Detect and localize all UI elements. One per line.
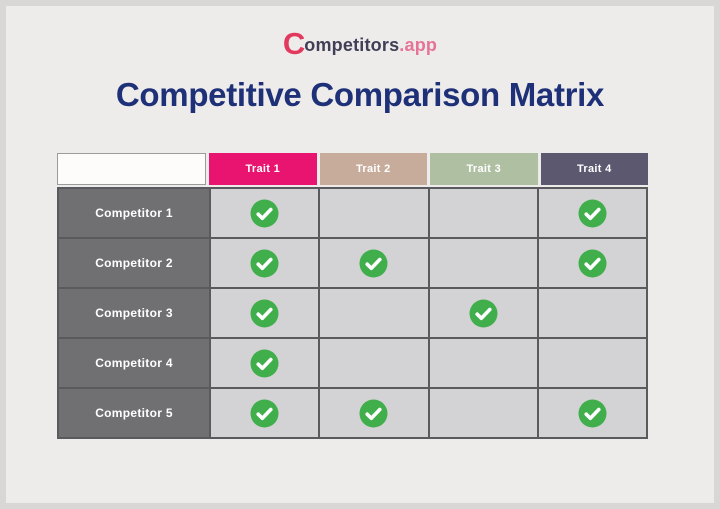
matrix-cell-r5-c4	[538, 389, 646, 437]
column-header-trait-1: Trait 1	[209, 153, 317, 185]
checkmark-icon	[469, 299, 498, 327]
matrix-cell-r3-c4	[538, 289, 646, 337]
row-label-competitor-1: Competitor 1	[59, 189, 209, 237]
checkmark-icon	[250, 199, 279, 227]
comparison-matrix: Trait 1 Trait 2 Trait 3 Trait 4 Competitor …	[57, 153, 648, 439]
column-header-trait-2: Trait 2	[319, 153, 427, 185]
row-label-competitor-4: Competitor 4	[59, 339, 209, 387]
brand-c-mark-icon: C	[282, 26, 305, 61]
matrix-cell-r3-c2	[320, 289, 428, 337]
matrix-cell-r4-c3	[429, 339, 537, 387]
checkmark-icon	[359, 249, 388, 277]
brand-suffix: .app	[399, 35, 438, 55]
checkmark-icon	[250, 349, 279, 377]
matrix-body: Competitor 1 Competitor 2 Competitor 3 Comp…	[57, 187, 648, 439]
matrix-cell-r2-c4	[538, 239, 646, 287]
matrix-cell-r4-c1	[211, 339, 319, 387]
brand-name: ompetitors	[304, 35, 400, 55]
matrix-cell-r4-c2	[320, 339, 428, 387]
checkmark-icon	[578, 249, 607, 277]
matrix-cell-r2-c3	[429, 239, 537, 287]
matrix-cell-r4-c4	[538, 339, 646, 387]
page-title: Competitive Comparison Matrix	[115, 76, 605, 113]
slide-background: Competitors.app Competitive Comparison M…	[6, 6, 714, 503]
matrix-cell-r1-c3	[429, 189, 537, 237]
matrix-cell-r5-c1	[211, 389, 319, 437]
checkmark-icon	[250, 299, 279, 327]
matrix-cell-r1-c4	[538, 189, 646, 237]
matrix-cell-r3-c1	[211, 289, 319, 337]
matrix-cell-r2-c1	[211, 239, 319, 287]
matrix-cell-r5-c3	[429, 389, 537, 437]
checkmark-icon	[578, 399, 607, 427]
matrix-cell-r5-c2	[320, 389, 428, 437]
checkmark-icon	[250, 249, 279, 277]
column-header-trait-3: Trait 3	[430, 153, 538, 185]
row-label-competitor-2: Competitor 2	[59, 239, 209, 287]
checkmark-icon	[359, 399, 388, 427]
matrix-cell-r1-c2	[320, 189, 428, 237]
matrix-cell-r3-c3	[429, 289, 537, 337]
row-label-competitor-3: Competitor 3	[59, 289, 209, 337]
matrix-corner-cell	[57, 153, 206, 185]
brand-logo: Competitors.app	[6, 26, 714, 62]
checkmark-icon	[250, 399, 279, 427]
checkmark-icon	[578, 199, 607, 227]
matrix-cell-r2-c2	[320, 239, 428, 287]
matrix-header-row: Trait 1 Trait 2 Trait 3 Trait 4	[57, 153, 648, 185]
row-label-competitor-5: Competitor 5	[59, 389, 209, 437]
matrix-cell-r1-c1	[211, 189, 319, 237]
column-header-trait-4: Trait 4	[540, 153, 648, 185]
